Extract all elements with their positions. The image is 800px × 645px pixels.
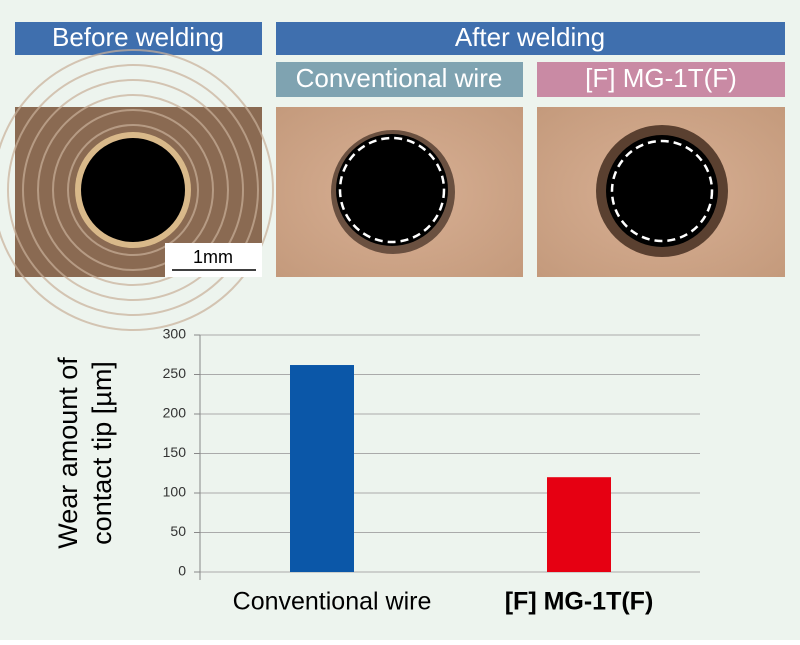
y-axis-label: Wear amount of — [53, 357, 83, 549]
x-tick-label: [F] MG-1T(F) — [505, 588, 654, 616]
photo-before: 1mm — [0, 49, 274, 331]
bar — [547, 477, 611, 572]
y-tick-label: 250 — [163, 365, 187, 381]
y-tick-label: 150 — [163, 444, 187, 460]
scale-label: 1mm — [193, 247, 233, 267]
photo-mg — [537, 107, 785, 277]
x-tick-label: Conventional wire — [233, 588, 432, 616]
photo-conventional — [276, 107, 523, 277]
y-tick-label: 50 — [170, 523, 186, 539]
subheader-mg: [F] MG-1T(F) — [585, 63, 737, 93]
y-tick-label: 300 — [163, 326, 187, 342]
header-after: After welding — [455, 22, 605, 52]
y-tick-label: 200 — [163, 405, 187, 421]
header-before: Before welding — [52, 22, 224, 52]
subheader-conventional: Conventional wire — [296, 63, 503, 93]
subheader-bar — [537, 62, 785, 97]
y-axis-label: contact tip [µm] — [87, 361, 117, 545]
chart: 0 50 100 150 200 250 300 Wear amount of contact … — [53, 326, 700, 616]
header-bar — [276, 22, 785, 55]
bar — [290, 365, 354, 572]
subheader-bar — [276, 62, 523, 97]
y-tick-label: 100 — [163, 484, 187, 500]
y-tick-label: 0 — [178, 563, 186, 579]
